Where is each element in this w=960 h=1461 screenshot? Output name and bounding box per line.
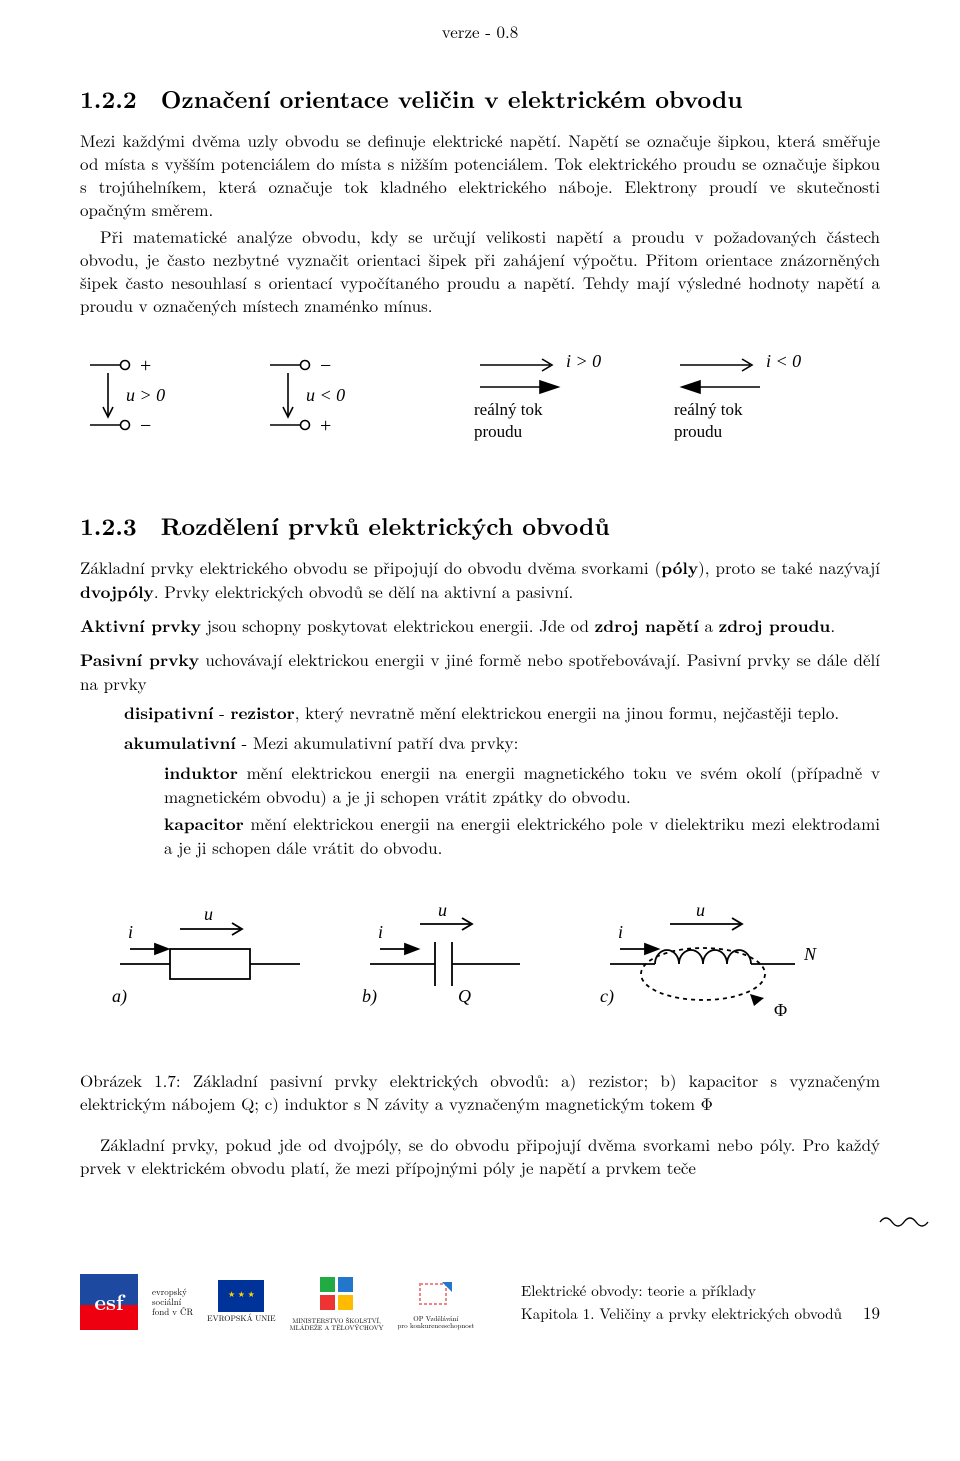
passive-elements-diagram: i u a) i u b) Q (80, 894, 880, 1029)
def-induktor: induktor mění elektrickou energii na ene… (164, 761, 880, 808)
d2-c-i: i (618, 922, 623, 942)
section-122-p1: Mezi každými dvěma uzly obvodu se definu… (80, 129, 880, 221)
p1d: dvojpóly (80, 580, 154, 604)
aktivni-term: Aktivní prvky (80, 614, 201, 638)
kap-text: mění elektrickou energii na energii elek… (164, 811, 880, 859)
d2-c-label: c) (600, 986, 614, 1007)
d2-a-i: i (128, 922, 133, 942)
u-neg-plus: + (320, 415, 331, 437)
orientation-diagram: + − u > 0 − + u < 0 (80, 345, 880, 470)
figure-17-caption: Obrázek 1.7: Základní pasivní prvky elek… (80, 1069, 880, 1115)
aktivni-b2: zdroj proudu (719, 614, 831, 638)
msmt2: MLÁDEŽE A TĚLOVÝCHOVY (290, 1324, 384, 1331)
d2-b-u: u (438, 900, 447, 920)
disip-a: - (213, 700, 230, 724)
d2-a-u: u (204, 904, 213, 924)
page-footer: esf evropský sociální fond v ČR ★ ★ ★ EV… (0, 1261, 960, 1343)
p1b: póly (661, 556, 698, 580)
pasivni-term: Pasivní prvky (80, 648, 199, 672)
msmt-logo-icon (316, 1273, 358, 1317)
closing-paragraph: Základní prvky, pokud jde od dvojpóly, s… (80, 1133, 880, 1179)
i-neg-label: i < 0 (766, 351, 801, 371)
section-122-p2: Při matematické analýze obvodu, kdy se u… (80, 225, 880, 317)
akum-term: akumulativní (124, 731, 236, 755)
u-pos-minus: − (140, 415, 151, 437)
footer-line2: Kapitola 1. Veličiny a prvky elektrickýc… (521, 1303, 842, 1324)
u-pos-plus: + (140, 355, 151, 377)
aktivni-b1: zdroj napětí (595, 614, 699, 638)
esf-logo-icon: esf (80, 1274, 138, 1330)
section-123-number: 1.2.3 (80, 509, 137, 543)
version-header: verze - 0.8 (80, 20, 880, 43)
flow-label-1b: reálný tok (674, 400, 743, 419)
p1a: Základní prvky elektrického obvodu se př… (80, 555, 661, 579)
def-disipativni: disipativní - rezistor, který nevratně m… (124, 701, 880, 725)
d2-c-Phi: Φ (774, 1000, 787, 1020)
section-123-p1: Základní prvky elektrického obvodu se př… (80, 556, 880, 604)
disip-text: , který nevratně mění elektrickou energi… (295, 700, 839, 724)
footer-text: Elektrické obvody: teorie a příklady Kap… (521, 1281, 880, 1323)
section-122-title: Označení orientace veličin v elektrickém… (161, 82, 743, 116)
opvk2: pro konkurenceschopnost (398, 1323, 475, 1331)
disip-term: disipativní (124, 701, 213, 725)
flow-label-2a: proudu (474, 422, 523, 441)
ind-text: mění elektrickou energii na energii magn… (164, 760, 880, 808)
d2-b-Q: Q (458, 986, 471, 1006)
opvk-logo-icon (412, 1274, 460, 1316)
eu-label: EVROPSKÁ UNIE (207, 1314, 275, 1325)
d2-c-u: u (696, 900, 705, 920)
pasivni-text: uchovávají elektrickou energii v jiné fo… (80, 647, 880, 695)
akum-text: - Mezi akumulativní patří dva prvky: (236, 730, 519, 754)
def-kapacitor: kapacitor mění elektrickou energii na en… (164, 812, 880, 859)
aktivni-b: a (699, 613, 719, 637)
i-pos-label: i > 0 (566, 351, 601, 371)
aktivni-c: . (830, 613, 835, 637)
d2-c-N: N (803, 944, 817, 964)
footer-line1: Elektrické obvody: teorie a příklady (521, 1281, 880, 1301)
d2-b-label: b) (362, 986, 377, 1007)
section-122-heading: 1.2.2 Označení orientace veličin v elektr… (80, 83, 880, 115)
caption-prefix: Obrázek 1.7: (80, 1068, 193, 1092)
d2-a-label: a) (112, 986, 127, 1007)
section-123-title: Rozdělení prvků elektrických obvodů (161, 509, 610, 543)
page-number: 19 (863, 1301, 880, 1323)
kap-term: kapacitor (164, 812, 244, 836)
u-neg-minus: − (320, 355, 331, 377)
section-123-heading: 1.2.3 Rozdělení prvků elektrických obvodů (80, 510, 880, 542)
u-neg-label: u < 0 (306, 385, 345, 405)
caption-text: Základní pasivní prvky elektrických obvo… (80, 1068, 880, 1115)
d2-b-i: i (378, 922, 383, 942)
p1c: ), proto se také nazývají (698, 555, 880, 579)
section-122-number: 1.2.2 (80, 82, 137, 116)
def-pasivni: Pasivní prvky uchovávají elektrickou ene… (80, 648, 880, 695)
p1e: . Prvky elektrických obvodů se dělí na a… (154, 579, 573, 603)
decorative-wave-icon (0, 1213, 960, 1231)
def-akumulativni: akumulativní - Mezi akumulativní patří d… (124, 731, 880, 755)
disip-b: rezistor (230, 701, 294, 725)
def-aktivni: Aktivní prvky jsou schopny poskytovat el… (80, 614, 880, 638)
flow-label-2b: proudu (674, 422, 723, 441)
cz3: fond v ČR (152, 1307, 193, 1317)
aktivni-a: jsou schopny poskytovat elektrickou ener… (201, 613, 595, 637)
u-pos-label: u > 0 (126, 385, 165, 405)
eu-flag-icon: ★ ★ ★ (218, 1280, 264, 1312)
flow-label-1a: reálný tok (474, 400, 543, 419)
esf-cz-text: evropský sociální fond v ČR (152, 1287, 193, 1318)
ind-term: induktor (164, 761, 238, 785)
